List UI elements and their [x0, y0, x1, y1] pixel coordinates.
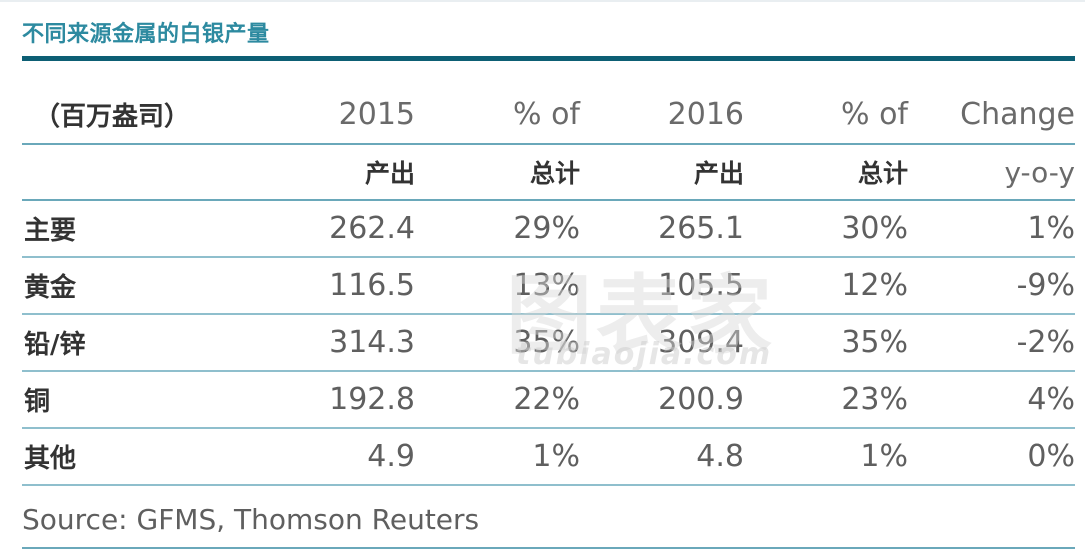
- table-row: 黄金 116.5 13% 105.5 12% -9%: [22, 258, 1075, 315]
- table-cell: 30%: [841, 211, 908, 246]
- table-cell: 1%: [532, 439, 580, 474]
- col-header-change: Change: [960, 97, 1075, 132]
- table-cell: 29%: [513, 211, 580, 246]
- top-hairline: [0, 0, 1085, 2]
- col-header-pct-2016: % of: [841, 97, 908, 132]
- table-cell: 13%: [513, 268, 580, 303]
- header-row-bottom: 产出 总计 产出 总计 y-o-y: [22, 145, 1075, 201]
- table-cell: -2%: [1016, 325, 1075, 360]
- table-cell: 262.4: [329, 211, 415, 246]
- header-row-top: （百万盎司） 2015 % of 2016 % of Change: [22, 86, 1075, 145]
- table-cell: -9%: [1016, 268, 1075, 303]
- table-cell: 4%: [1027, 382, 1075, 417]
- table-row: 铅/锌 314.3 35% 309.4 35% -2%: [22, 315, 1075, 372]
- table-row: 主要 262.4 29% 265.1 30% 1%: [22, 201, 1075, 258]
- col-header-2016: 2016: [667, 97, 744, 132]
- data-table: （百万盎司） 2015 % of 2016 % of Change 产出 总计 …: [22, 86, 1075, 486]
- table-cell: 4.8: [696, 439, 744, 474]
- table-cell: 192.8: [329, 382, 415, 417]
- row-label: 主要: [24, 216, 77, 246]
- title-rule: [22, 56, 1075, 61]
- col-header-pct-2015: % of: [513, 97, 580, 132]
- bottom-rule: [22, 547, 1075, 549]
- table-cell: 35%: [841, 325, 908, 360]
- table-cell: 265.1: [658, 211, 744, 246]
- figure-title: 不同来源金属的白银产量: [22, 22, 270, 47]
- table-row: 其他 4.9 1% 4.8 1% 0%: [22, 429, 1075, 486]
- table-cell: 309.4: [658, 325, 744, 360]
- col-subheader-2016: 产出: [693, 159, 744, 188]
- table-cell: 1%: [860, 439, 908, 474]
- row-label: 其他: [24, 444, 77, 474]
- table-cell: 116.5: [329, 268, 415, 303]
- table-cell: 314.3: [329, 325, 415, 360]
- col-subheader-pct-2016: 总计: [857, 159, 908, 188]
- table-cell: 12%: [841, 268, 908, 303]
- table-cell: 200.9: [658, 382, 744, 417]
- col-subheader-pct-2015: 总计: [529, 159, 580, 188]
- col-subheader-change: y-o-y: [1004, 155, 1075, 189]
- unit-label: （百万盎司）: [34, 102, 191, 132]
- table-cell: 105.5: [658, 268, 744, 303]
- row-label: 铅/锌: [24, 330, 86, 360]
- table-cell: 22%: [513, 382, 580, 417]
- col-header-2015: 2015: [338, 97, 415, 132]
- source-note: Source: GFMS, Thomson Reuters: [22, 503, 480, 536]
- table-cell: 1%: [1027, 211, 1075, 246]
- table-cell: 35%: [513, 325, 580, 360]
- row-label: 黄金: [24, 273, 77, 303]
- col-subheader-2015: 产出: [364, 159, 415, 188]
- table-cell: 4.9: [367, 439, 415, 474]
- row-label: 铜: [24, 387, 51, 417]
- table-cell: 23%: [841, 382, 908, 417]
- table-row: 铜 192.8 22% 200.9 23% 4%: [22, 372, 1075, 429]
- table-cell: 0%: [1027, 439, 1075, 474]
